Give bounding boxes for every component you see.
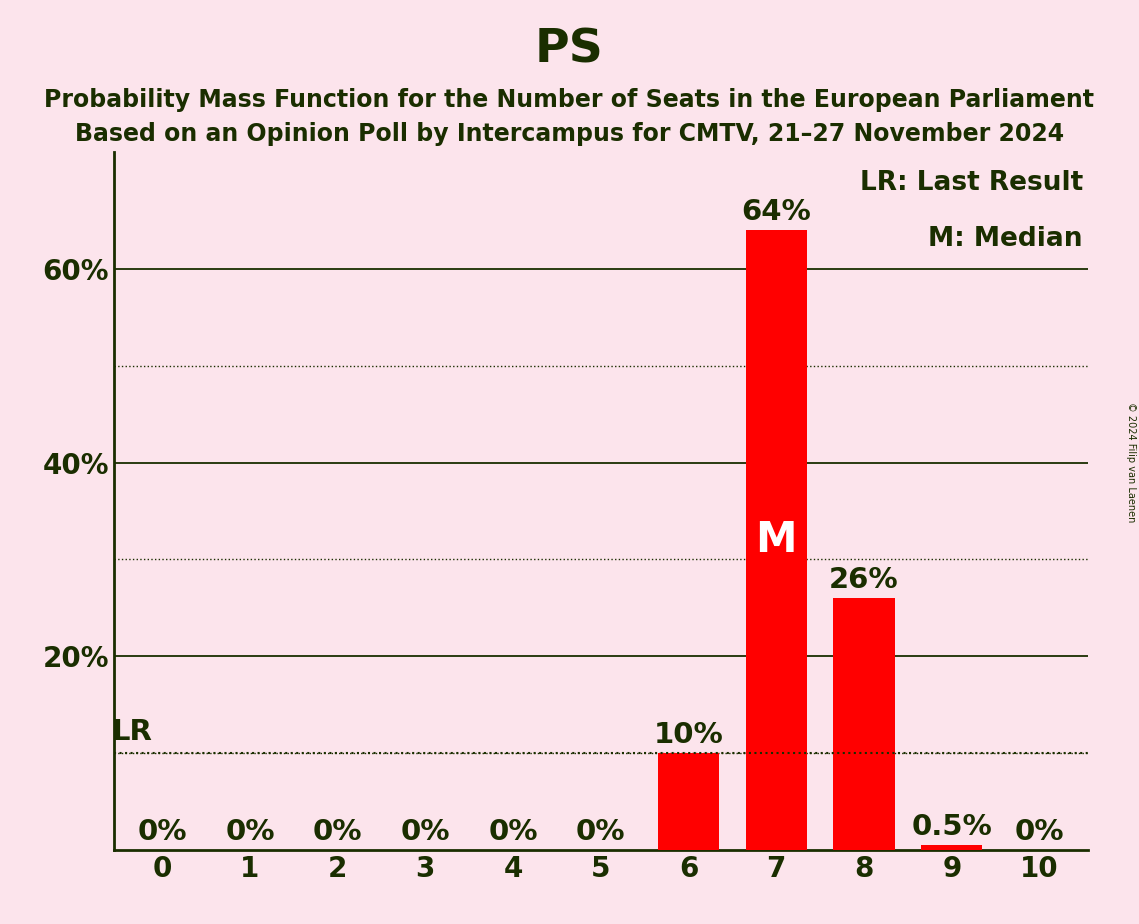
Text: M: M bbox=[755, 519, 797, 561]
Text: LR: LR bbox=[112, 718, 153, 747]
Bar bbox=[746, 230, 808, 850]
Bar bbox=[921, 845, 983, 850]
Text: 10%: 10% bbox=[654, 722, 723, 749]
Text: M: Median: M: Median bbox=[928, 225, 1083, 251]
Text: 0%: 0% bbox=[313, 819, 362, 846]
Text: 64%: 64% bbox=[741, 198, 811, 226]
Text: 0%: 0% bbox=[489, 819, 538, 846]
Text: © 2024 Filip van Laenen: © 2024 Filip van Laenen bbox=[1126, 402, 1136, 522]
Text: 0%: 0% bbox=[138, 819, 187, 846]
Text: 0%: 0% bbox=[226, 819, 274, 846]
Text: 0%: 0% bbox=[576, 819, 625, 846]
Text: 0.5%: 0.5% bbox=[911, 813, 992, 842]
Bar bbox=[658, 753, 719, 850]
Text: Based on an Opinion Poll by Intercampus for CMTV, 21–27 November 2024: Based on an Opinion Poll by Intercampus … bbox=[75, 122, 1064, 146]
Text: LR: Last Result: LR: Last Result bbox=[860, 170, 1083, 196]
Bar bbox=[834, 598, 895, 850]
Text: Probability Mass Function for the Number of Seats in the European Parliament: Probability Mass Function for the Number… bbox=[44, 88, 1095, 112]
Text: 0%: 0% bbox=[1015, 819, 1064, 846]
Text: 26%: 26% bbox=[829, 566, 899, 594]
Text: PS: PS bbox=[535, 28, 604, 73]
Text: 0%: 0% bbox=[401, 819, 450, 846]
